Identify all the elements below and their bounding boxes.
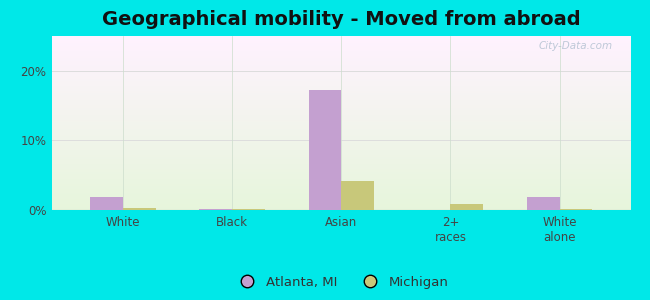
Bar <box>90 197 123 210</box>
Bar <box>232 209 265 210</box>
Bar <box>526 197 560 210</box>
Bar <box>200 209 232 210</box>
Bar <box>341 182 374 210</box>
Bar <box>560 209 592 210</box>
Text: City-Data.com: City-Data.com <box>539 41 613 51</box>
Bar <box>309 90 341 210</box>
Bar <box>123 208 156 210</box>
Title: Geographical mobility - Moved from abroad: Geographical mobility - Moved from abroa… <box>102 10 580 29</box>
Legend: Atlanta, MI, Michigan: Atlanta, MI, Michigan <box>229 270 454 294</box>
Bar <box>450 204 483 210</box>
